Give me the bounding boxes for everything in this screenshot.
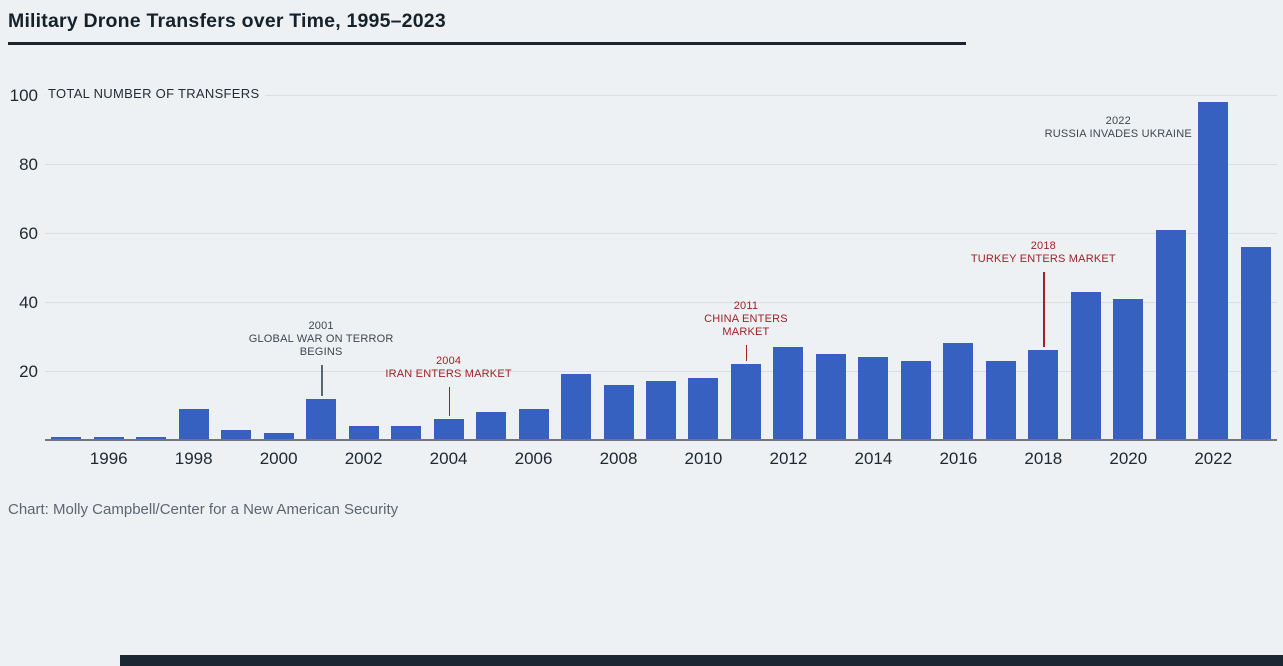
bar-2006 (518, 408, 549, 440)
bar-2017 (985, 360, 1016, 440)
chart-title: Military Drone Transfers over Time, 1995… (8, 10, 446, 32)
annotation-year-2022: 2022 (1105, 115, 1131, 127)
annotation-year-2004: 2004 (435, 355, 462, 367)
annotation-2011: 2011 CHINA ENTERS MARKET (636, 300, 856, 339)
bar-1998 (178, 408, 209, 440)
gridline-40 (45, 302, 1277, 303)
horizontal-scrollbar-thumb[interactable] (120, 655, 1283, 666)
x-tick-label-2012: 2012 (769, 449, 808, 468)
y-tick-label-80: 80 (19, 155, 38, 174)
x-tick-label-2010: 2010 (684, 449, 723, 468)
bar-2021 (1155, 229, 1186, 440)
annotation-line-2011 (745, 345, 748, 362)
x-tick-label-2016: 2016 (939, 449, 978, 468)
gridline-20 (45, 371, 1277, 372)
gridline-60 (45, 233, 1277, 234)
bar-2011 (730, 364, 761, 440)
bar-2014 (858, 357, 889, 440)
x-tick-label-2014: 2014 (854, 449, 893, 468)
x-axis-line (45, 439, 1277, 441)
x-tick-label-1998: 1998 (174, 449, 213, 468)
annotation-2004: 2004 IRAN ENTERS MARKET (339, 355, 559, 381)
bar-2020 (1113, 298, 1144, 440)
annotation-line-2001 (321, 365, 323, 396)
bar-2002 (348, 426, 379, 440)
bar-2008 (603, 384, 634, 440)
bar-2005 (476, 412, 507, 440)
bar-1999 (221, 429, 252, 440)
annotation-year-2001: 2001 (308, 320, 334, 332)
x-tick-label-2020: 2020 (1109, 449, 1148, 468)
annotation-line-2018 (1043, 272, 1045, 348)
bar-2019 (1070, 291, 1101, 440)
bar-1996 (93, 436, 124, 440)
bar-2015 (900, 360, 931, 440)
bar-2016 (943, 343, 974, 440)
annotation-text-2001-1: BEGINS (299, 346, 343, 358)
annotation-text-2004-0: IRAN ENTERS MARKET (385, 368, 512, 380)
y-tick-label-60: 60 (19, 224, 38, 243)
gridline-80 (45, 164, 1277, 165)
annotation-year-2018: 2018 (1030, 240, 1056, 252)
x-tick-label-2018: 2018 (1024, 449, 1063, 468)
bar-1997 (136, 436, 167, 440)
annotation-text-2018-0: TURKEY ENTERS MARKET (970, 253, 1116, 265)
bar-2000 (263, 433, 294, 440)
bar-2018 (1028, 350, 1059, 440)
x-tick-label-2004: 2004 (429, 449, 468, 468)
chart-credit: Chart: Molly Campbell/Center for a New A… (8, 501, 399, 518)
title-rule (8, 42, 966, 45)
x-tick-label-2022: 2022 (1194, 449, 1233, 468)
bar-2001 (306, 398, 337, 440)
annotation-text-2022-0: RUSSIA INVADES UKRAINE (1044, 128, 1192, 140)
y-tick-label-100: 100 (9, 86, 38, 105)
x-tick-label-2006: 2006 (514, 449, 553, 468)
bar-2003 (391, 426, 422, 440)
gridline-100 (45, 95, 1277, 96)
annotation-line-2004 (448, 387, 451, 417)
bar-2004 (433, 419, 464, 440)
annotation-2001: 2001 GLOBAL WAR ON TERROR BEGINS (211, 320, 431, 359)
annotation-year-2011: 2011 (733, 300, 759, 312)
bar-1995 (51, 436, 82, 440)
bar-2023 (1240, 246, 1271, 440)
bar-2022 (1198, 101, 1229, 440)
x-tick-label-2002: 2002 (344, 449, 383, 468)
bar-2009 (646, 381, 676, 440)
annotation-text-2011-1: MARKET (722, 326, 770, 338)
x-tick-label-2000: 2000 (259, 449, 298, 468)
y-tick-label-40: 40 (19, 293, 38, 312)
annotation-text-2011-0: CHINA ENTERS (704, 313, 788, 325)
bar-2007 (561, 374, 592, 440)
bar-2013 (815, 353, 846, 440)
y-axis-title: TOTAL NUMBER OF TRANSFERS (46, 86, 266, 101)
bar-2010 (688, 377, 719, 440)
annotation-2022: 2022 RUSSIA INVADES UKRAINE (1008, 115, 1228, 141)
annotation-2018: 2018 TURKEY ENTERS MARKET (933, 240, 1153, 266)
x-tick-label-1996: 1996 (89, 449, 128, 468)
x-tick-label-2008: 2008 (599, 449, 638, 468)
bar-2012 (773, 346, 804, 440)
y-tick-label-20: 20 (19, 362, 38, 381)
annotation-text-2001-0: GLOBAL WAR ON TERROR (248, 333, 394, 345)
